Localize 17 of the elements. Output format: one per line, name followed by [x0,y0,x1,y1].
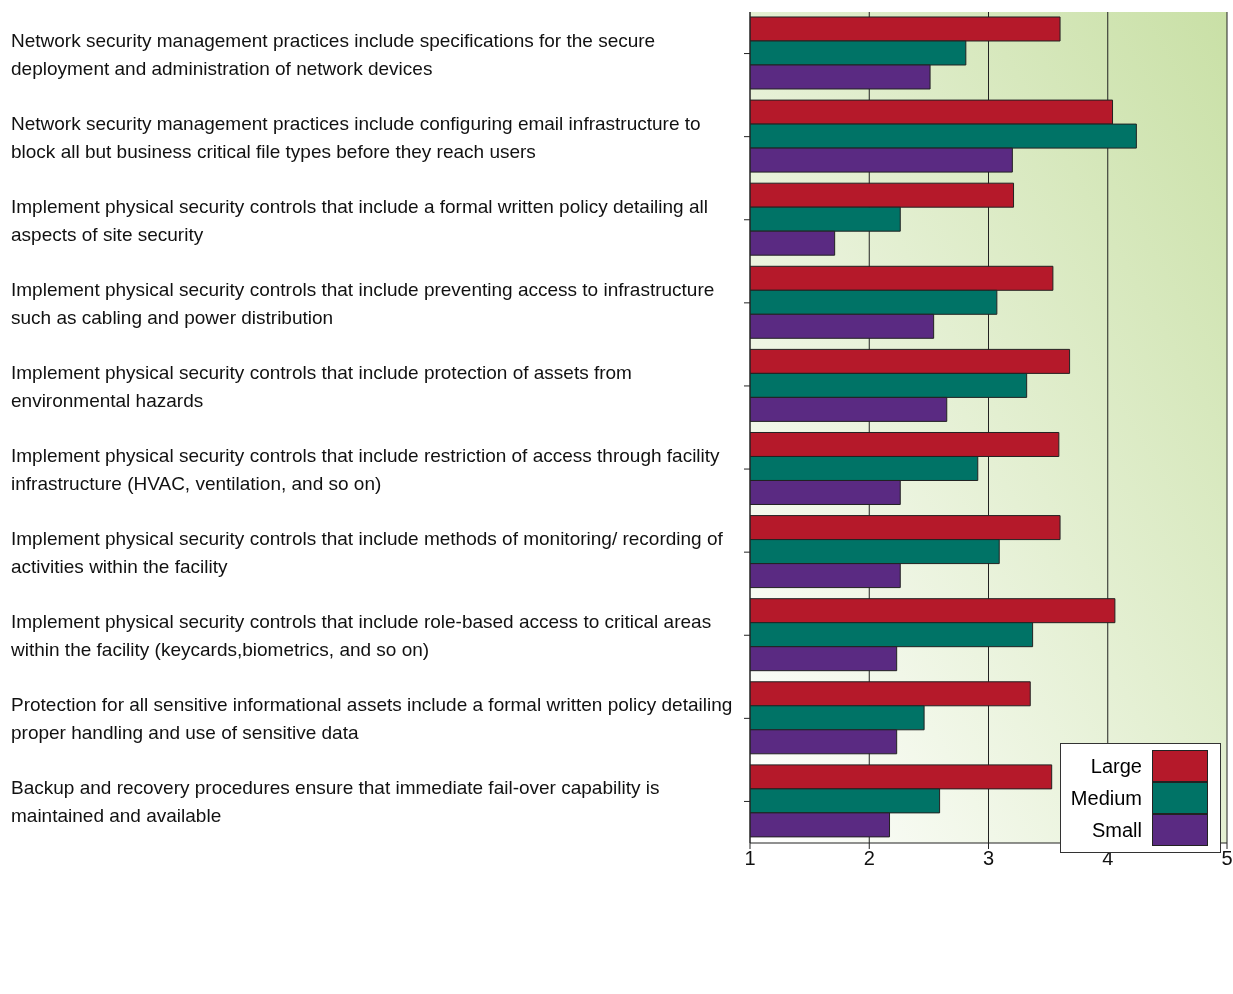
x-tick-label: 2 [863,847,875,870]
legend-label: Large [1090,754,1142,778]
y-tick-label: Implement physical security controls that include a formal written policy detailing all aspects of site security [11,195,708,245]
y-tick-label: Implement physical security controls that include role-based access to critical areas within the facility (keycards,biometrics, and so on) [10,610,712,660]
x-tick-label: 3 [982,847,995,870]
legend-label: Small [1091,818,1142,842]
y-tick-label: Protection for all sensitive informational assets include a formal written policy detailing proper handling and use of sensitive data [11,693,733,743]
y-tick-label: Backup and recovery procedures ensure that immediate fail-over capability is maintained and available [11,776,660,826]
y-tick-label: Implement physical security controls that include preventing access to infrastructure such as cabling and power distribution [11,278,715,328]
y-tick-label: Network security management practices include specifications for the secure deployment and administration of network devices [11,29,656,79]
legend-label: Medium [1070,786,1142,810]
y-tick-label: Implement physical security controls that include restriction of access through facility infrastructure (HVAC, ventilation, and so on) [11,444,721,494]
y-tick-label: Implement physical security controls that include protection of assets from environmental hazards [11,361,632,411]
x-tick-label: 1 [744,847,756,870]
y-tick-label: Network security management practices include configuring email infrastructure to block all but business critical file types before they reach users [11,112,701,162]
x-tick-label: 5 [1221,847,1233,870]
y-tick-label: Implement physical security controls that include methods of monitoring/ recording of activities within the facility [11,527,724,577]
